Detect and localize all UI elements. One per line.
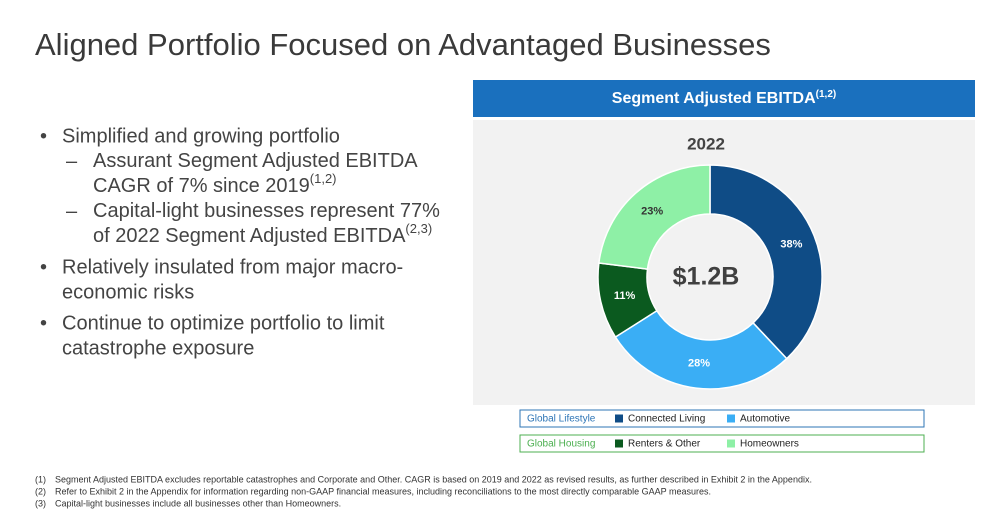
sub-bullet-line: Capital-light businesses represent 77%: [93, 200, 440, 222]
slice-label: 23%: [641, 205, 663, 217]
slice-label: 38%: [780, 239, 802, 251]
footnote-marker: (2): [35, 486, 46, 496]
legend-label: Automotive: [740, 414, 790, 425]
superscript: (1,2): [310, 171, 337, 186]
legend-label: Connected Living: [628, 414, 705, 425]
legend-group-name: Global Lifestyle: [527, 414, 596, 425]
donut-slice: [614, 309, 788, 390]
sub-bullet-text: Assurant Segment Adjusted EBITDA: [93, 150, 418, 172]
bullet-dot: •: [40, 312, 47, 334]
bullet-text: Relatively insulated from major macro-: [62, 256, 403, 278]
legend-swatch: [615, 439, 623, 448]
footnote-marker: (3): [35, 498, 46, 508]
bullet-dot: •: [40, 125, 47, 147]
donut-slice: [709, 164, 823, 360]
donut-slice: [598, 164, 711, 270]
chart-header: [473, 80, 975, 117]
legend-label: Homeowners: [740, 439, 799, 450]
superscript: (2,3): [405, 221, 432, 236]
bullet-text: catastrophe exposure: [62, 337, 254, 359]
sub-bullet-text: of 2022 Segment Adjusted EBITDA(2,3): [93, 221, 432, 247]
chart-subtitle: 2022: [687, 134, 725, 153]
legend-label: Renters & Other: [628, 439, 701, 450]
legend-group-name: Global Housing: [527, 439, 595, 450]
bullet-text: economic risks: [62, 281, 194, 303]
center-label: $1.2B: [673, 263, 740, 291]
bullet-dot: •: [40, 256, 47, 278]
sub-bullet-line: Assurant Segment Adjusted EBITDA: [93, 150, 418, 172]
slice-label: 11%: [614, 290, 636, 302]
sub-bullet-text: CAGR of 7% since 2019(1,2): [93, 171, 337, 197]
sub-bullet-line: of 2022 Segment Adjusted EBITDA: [93, 225, 406, 247]
bullet-text: Continue to optimize portfolio to limit: [62, 312, 385, 334]
legend-swatch: [727, 414, 735, 423]
footnote-text: Segment Adjusted EBITDA excludes reporta…: [55, 474, 812, 484]
legend-box: [519, 409, 925, 428]
chart-title-sup: (1,2): [816, 89, 837, 100]
footnote-text: Refer to Exhibit 2 in the Appendix for i…: [55, 486, 711, 496]
footnote-marker: (1): [35, 474, 46, 484]
slice-label: 28%: [688, 358, 710, 370]
slide-title: Aligned Portfolio Focused on Advantaged …: [35, 27, 771, 62]
chart-title-text: Segment Adjusted EBITDA: [612, 90, 816, 107]
legend-swatch: [727, 439, 735, 448]
chart-title: Segment Adjusted EBITDA(1,2): [612, 89, 836, 108]
sub-dash: –: [66, 150, 78, 172]
legend-swatch: [615, 414, 623, 423]
legend-box: [519, 434, 925, 453]
sub-bullet-line: CAGR of 7% since 2019: [93, 175, 310, 197]
sub-dash: –: [66, 200, 78, 222]
bullet-text: Simplified and growing portfolio: [62, 125, 340, 147]
footnote-text: Capital-light businesses include all bus…: [55, 498, 341, 508]
sub-bullet-text: Capital-light businesses represent 77%: [93, 200, 440, 222]
